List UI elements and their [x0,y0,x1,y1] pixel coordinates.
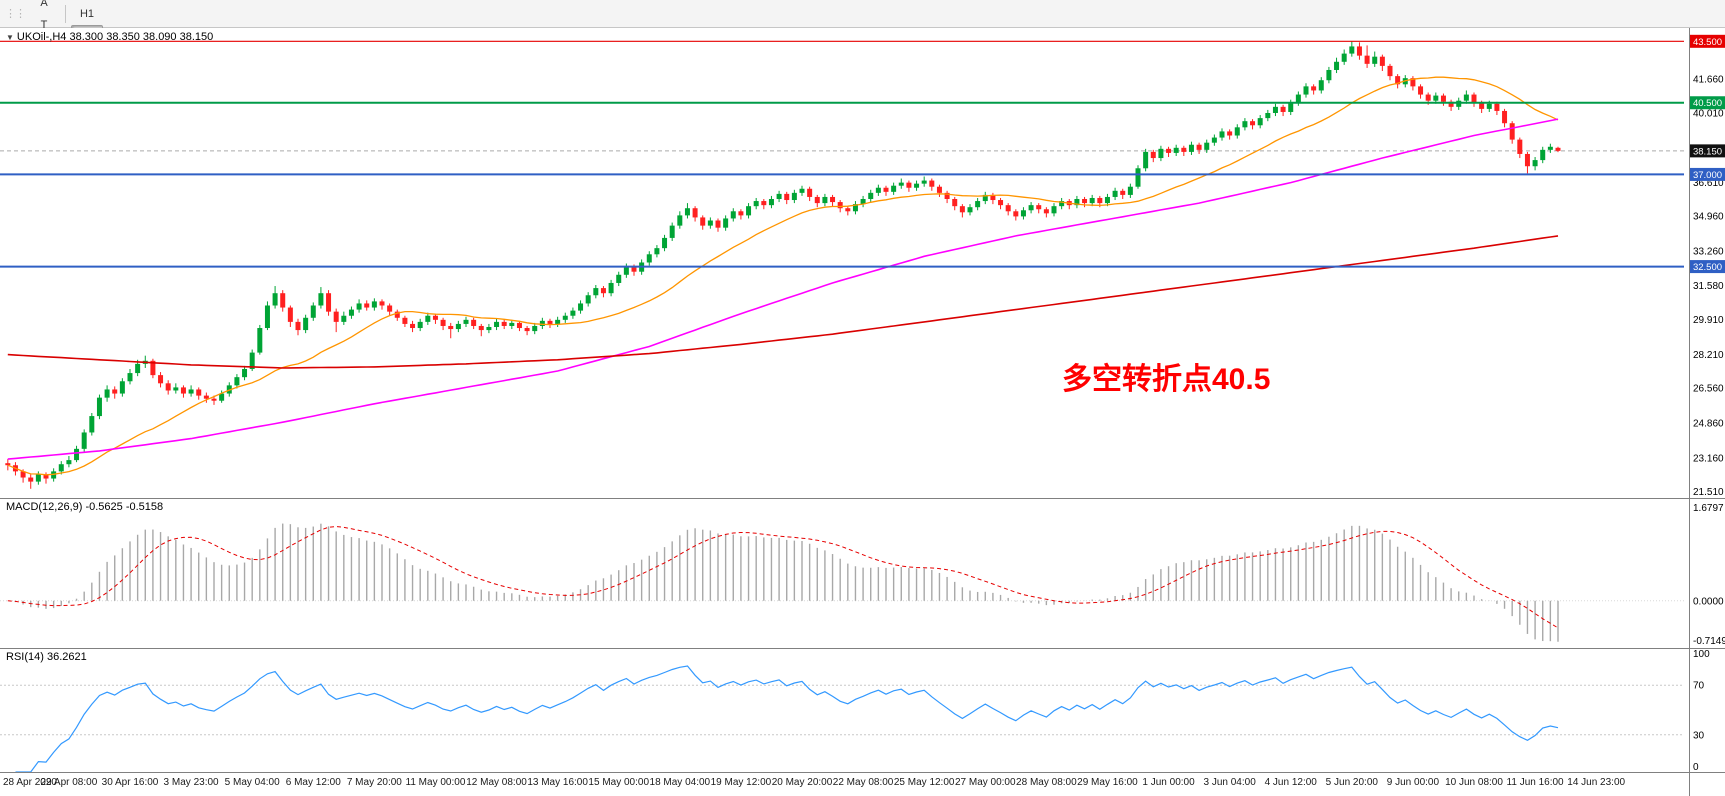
chart-text-annotation[interactable]: 多空转折点40.5 [1062,363,1271,396]
price-badge: 40.500 [1690,96,1725,110]
price-tick-label: 29.910 [1693,315,1724,326]
price-badge: 43.500 [1690,34,1725,48]
time-axis-label: 3 May 23:00 [163,777,219,788]
time-axis-label: 20 May 20:00 [771,777,833,788]
svg-text:37.000: 37.000 [1693,170,1722,181]
time-axis-label: 29 Apr 08:00 [40,777,98,788]
rsi-tick-label: 30 [1693,730,1705,741]
price-tick-label: 36.610 [1693,178,1724,189]
price-badge: 38.150 [1690,144,1725,158]
svg-text:40.500: 40.500 [1693,98,1722,109]
rsi-line [15,665,1559,772]
macd-tick-label: 0.0000 [1693,596,1724,607]
macd-indicator-label: MACD(12,26,9) -0.5625 -0.5158 [6,501,164,513]
price-tick-label: 41.660 [1693,74,1724,85]
panel-divider [0,772,1725,773]
price-scale-divider [1689,28,1690,796]
price-tick-label: 40.010 [1693,108,1724,119]
timeframe-button-H1[interactable]: H1 [79,7,95,20]
toolbar-grip-icon[interactable]: ⋮⋮ [5,8,26,20]
time-axis-label: 13 May 16:00 [527,777,588,788]
rsi-tick-label: 0 [1693,762,1699,772]
rsi-tick-label: 100 [1693,649,1710,660]
panel-divider[interactable] [0,498,1725,499]
panel-divider[interactable] [0,648,1725,649]
annotate-a-icon[interactable]: A [40,0,48,9]
ma-slow-line [7,235,1559,369]
time-axis-label: 28 Apr 2020 [3,777,57,788]
price-tick-label: 31.580 [1693,281,1724,292]
time-axis-label: 5 Jun 20:00 [1325,777,1378,788]
time-axis-label: 18 May 04:00 [649,777,711,788]
price-tick-label: 23.160 [1693,453,1724,464]
ma-mid-line [7,118,1559,460]
main-price-chart[interactable]: 41.660 40.010 36.610 34.960 33.260 31.580 29.9… [0,28,1725,498]
price-badge: 37.000 [1690,167,1725,181]
candlestick-series [5,41,1561,489]
toolbar: ⋮⋮ ▦AT✎▾ M1M5M15M30H1H4D1W1MN [0,0,1725,108]
macd-histogram [14,523,1559,642]
macd-signal-line [7,525,1559,629]
rsi-indicator-label: RSI(14) 36.2621 [6,651,87,663]
time-axis-label: 10 Jun 08:00 [1445,777,1503,788]
time-axis-label: 5 May 04:00 [224,777,280,788]
price-badge: 32.500 [1690,260,1725,274]
price-tick-label: 33.260 [1693,247,1724,258]
symbol-timeframe-label: UKOil-,H4 [16,31,67,43]
time-axis-label: 9 Jun 00:00 [1386,777,1440,788]
rsi-tick-label: 70 [1693,681,1705,692]
time-axis-label: 15 May 00:00 [588,777,650,788]
time-axis-label: 12 May 08:00 [466,777,527,788]
price-scale[interactable] [1690,28,1725,796]
time-axis-label: 1 Jun 00:00 [1142,777,1195,788]
time-axis-label: 28 May 08:00 [1016,777,1077,788]
toolbar-separator [65,4,66,23]
macd-tick-label: -0.7149 [1693,636,1725,647]
text-tool-icon[interactable]: T [40,18,48,31]
time-axis[interactable]: 28 Apr 2020 29 Apr 08:00 30 Apr 16:00 3 May… [0,772,1725,796]
time-axis-label: 22 May 08:00 [832,777,894,788]
time-axis-label: 3 Jun 04:00 [1203,777,1256,788]
time-axis-label: 19 May 12:00 [710,777,772,788]
time-axis-label: 4 Jun 12:00 [1264,777,1317,788]
price-tick-label: 24.860 [1693,419,1724,430]
price-tick-label: 26.560 [1693,384,1724,395]
svg-text:38.150: 38.150 [1693,146,1722,157]
price-tick-label: 28.210 [1693,350,1724,361]
time-axis-label: 29 May 16:00 [1077,777,1138,788]
time-axis-label: 7 May 20:00 [346,777,402,788]
chart-window: 41.660 40.010 36.610 34.960 33.260 31.580 29.9… [0,28,1725,796]
time-axis-label: 27 May 00:00 [954,777,1016,788]
ma-fast-line [7,76,1559,476]
price-tick-label: 34.960 [1693,212,1724,223]
time-axis-label: 11 May 00:00 [405,777,466,788]
macd-tick-label: 1.6797 [1693,503,1724,514]
svg-text:43.500: 43.500 [1693,37,1722,48]
svg-text:32.500: 32.500 [1693,262,1722,273]
collapse-icon[interactable]: ▼ [6,33,14,42]
macd-panel[interactable]: 1.6797 0.0000 -0.7149 [0,498,1725,648]
chart-title: ▼ UKOil-,H4 38.300 38.350 38.090 38.150 [6,31,213,43]
time-axis-label: 6 May 12:00 [285,777,341,788]
time-axis-label: 30 Apr 16:00 [101,777,159,788]
time-axis-label: 14 Jun 23:00 [1567,777,1626,788]
time-axis-label: 11 Jun 16:00 [1506,777,1564,788]
time-axis-label: 25 May 12:00 [893,777,955,788]
ohlc-values: 38.300 38.350 38.090 38.150 [69,31,214,43]
price-tick-label: 21.510 [1693,487,1724,498]
rsi-panel[interactable]: 100 70 30 0 [0,648,1725,772]
